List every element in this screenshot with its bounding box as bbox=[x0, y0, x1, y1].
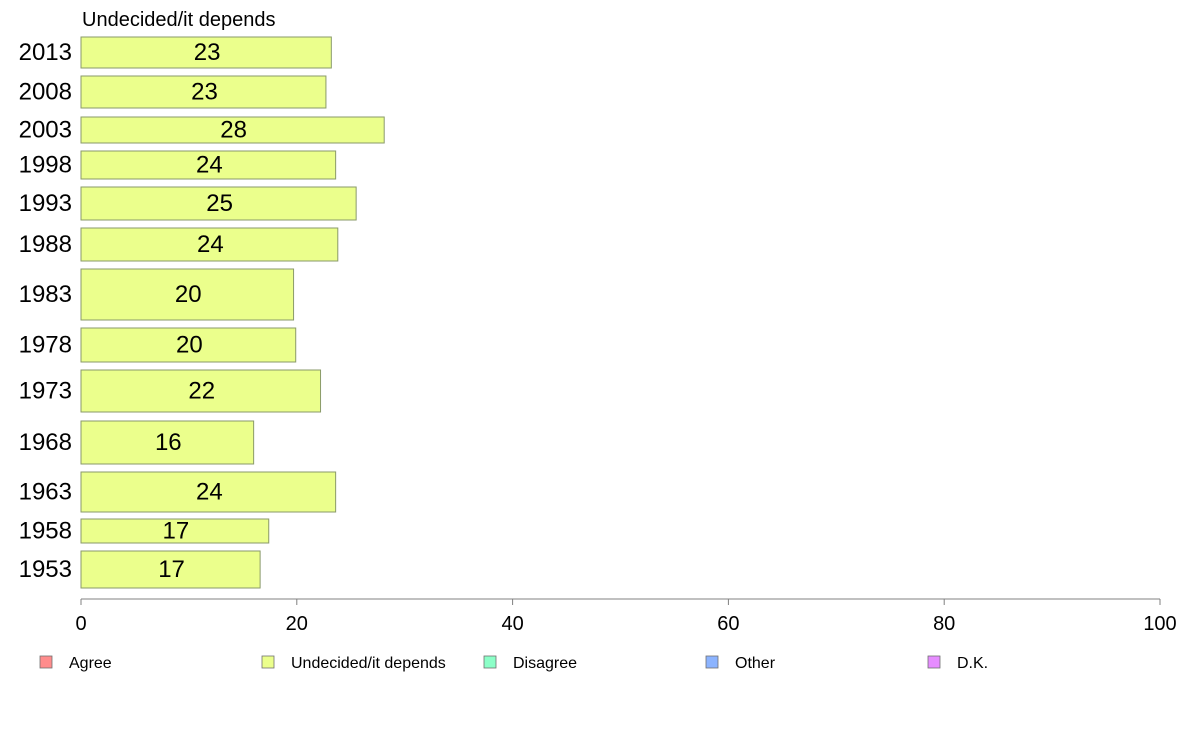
bar-1993 bbox=[80, 186, 357, 221]
bar-1958 bbox=[80, 518, 270, 544]
y-tick-label-1973: 1973 bbox=[19, 378, 72, 405]
legend-swatch-agree bbox=[39, 655, 53, 669]
x-tick-label-0: 0 bbox=[75, 613, 86, 635]
data-label-2013: 23 bbox=[194, 39, 221, 66]
legend-label-other: Other bbox=[735, 655, 776, 672]
legend-label-disagree: Disagree bbox=[513, 655, 577, 672]
bar-2008 bbox=[80, 75, 327, 109]
bar-2013 bbox=[80, 36, 332, 69]
y-tick-label-1963: 1963 bbox=[19, 479, 72, 506]
bar-1973 bbox=[80, 369, 322, 413]
x-tick-label-100: 100 bbox=[1143, 613, 1176, 635]
y-tick-label-2003: 2003 bbox=[19, 117, 72, 144]
legend-swatch-disagree bbox=[483, 655, 497, 669]
data-label-1993: 25 bbox=[206, 190, 233, 217]
x-tick-label-80: 80 bbox=[933, 613, 955, 635]
legend: Agree Undecided/it depends Disagree Other D.… bbox=[39, 655, 988, 672]
legend-label-undecided-it-depends: Undecided/it depends bbox=[291, 655, 446, 672]
data-label-1963: 24 bbox=[196, 479, 223, 506]
x-tick-label-20: 20 bbox=[286, 613, 308, 635]
bar-1998 bbox=[80, 150, 337, 180]
y-tick-label-1988: 1988 bbox=[19, 231, 72, 258]
data-label-2008: 23 bbox=[191, 79, 218, 106]
y-tick-label-2008: 2008 bbox=[19, 79, 72, 106]
x-axis: 0 20 40 60 80 100 bbox=[75, 598, 1177, 635]
bars-layer: 2013 23 2008 23 2003 28 1998 24 1993 25 1988 24 1983… bbox=[19, 36, 385, 589]
x-tick-label-40: 40 bbox=[501, 613, 523, 635]
data-label-1983: 20 bbox=[175, 281, 202, 308]
x-tick-label-60: 60 bbox=[717, 613, 739, 635]
legend-swatch-other bbox=[705, 655, 719, 669]
y-tick-label-1968: 1968 bbox=[19, 429, 72, 456]
bar-1983 bbox=[80, 268, 295, 321]
y-tick-label-1953: 1953 bbox=[19, 556, 72, 583]
y-tick-label-1978: 1978 bbox=[19, 332, 72, 359]
legend-swatch-undecided-it-depends bbox=[261, 655, 275, 669]
bar-1988 bbox=[80, 227, 339, 262]
chart-title: Undecided/it depends bbox=[82, 9, 275, 31]
y-tick-label-1958: 1958 bbox=[19, 518, 72, 545]
data-label-1988: 24 bbox=[197, 231, 224, 258]
bar-1968 bbox=[80, 420, 255, 465]
y-tick-label-1983: 1983 bbox=[19, 281, 72, 308]
legend-label-d-k: D.K. bbox=[957, 655, 988, 672]
data-label-1998: 24 bbox=[196, 152, 223, 179]
legend-label-agree: Agree bbox=[69, 655, 112, 672]
data-label-1953: 17 bbox=[158, 556, 185, 583]
data-label-2003: 28 bbox=[220, 117, 247, 144]
data-label-1973: 22 bbox=[188, 378, 215, 405]
y-tick-label-1998: 1998 bbox=[19, 152, 72, 179]
bar-2003 bbox=[80, 116, 385, 144]
legend-swatch-d-k bbox=[927, 655, 941, 669]
y-tick-label-1993: 1993 bbox=[19, 190, 72, 217]
y-tick-label-2013: 2013 bbox=[19, 39, 72, 66]
data-label-1958: 17 bbox=[163, 518, 190, 545]
data-label-1968: 16 bbox=[155, 429, 182, 456]
bar-1953 bbox=[80, 550, 261, 589]
bar-1963 bbox=[80, 471, 337, 513]
data-label-1978: 20 bbox=[176, 332, 203, 359]
bar-1978 bbox=[80, 327, 297, 363]
